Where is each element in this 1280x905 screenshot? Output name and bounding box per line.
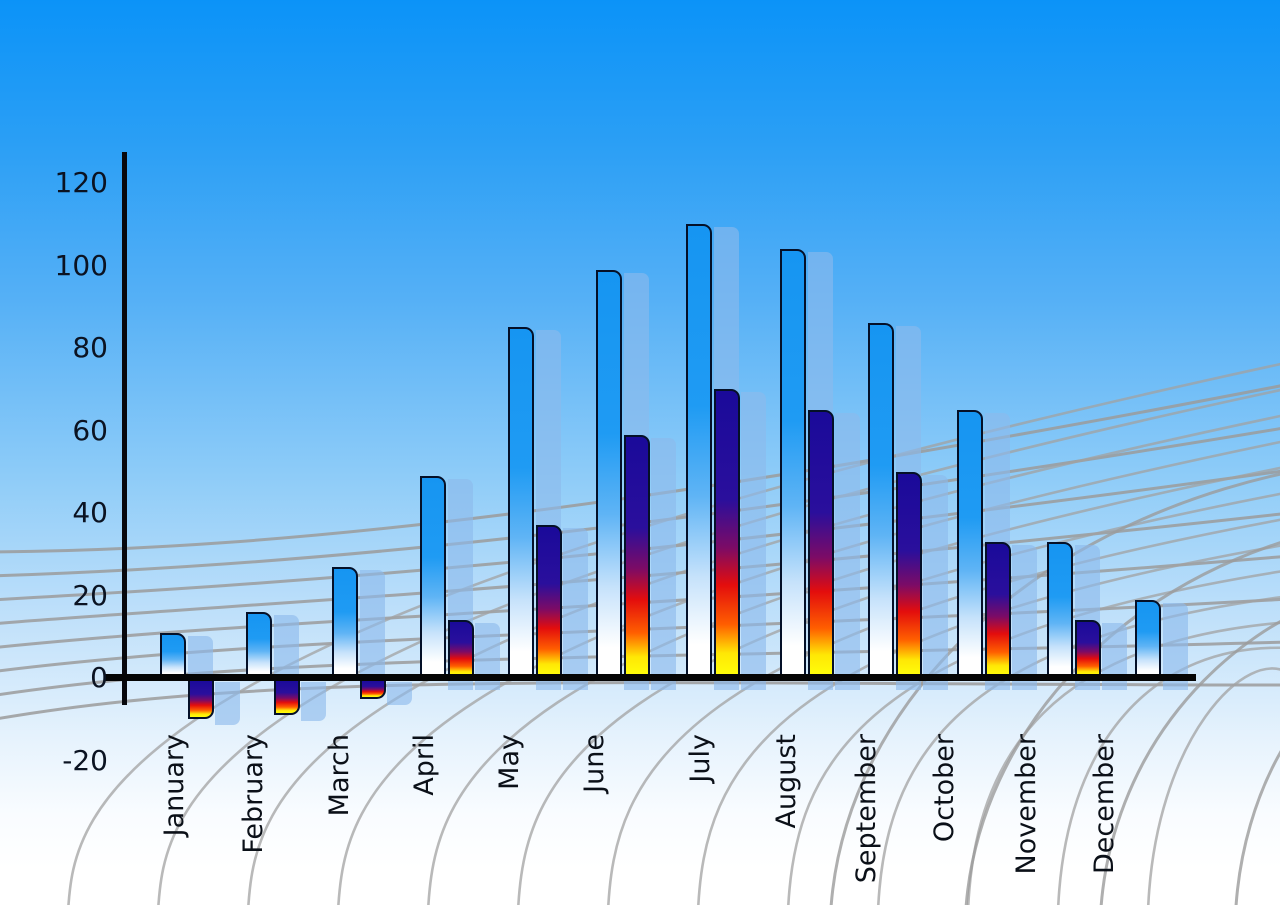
y-tick-label: 80 bbox=[72, 331, 108, 364]
month-label-text: January bbox=[159, 734, 190, 837]
bar-shadow bbox=[360, 569, 385, 690]
grid-curve bbox=[1234, 750, 1280, 905]
bar-secondary-march bbox=[360, 678, 386, 699]
month-label-text: December bbox=[1089, 734, 1120, 875]
bar-primary-march bbox=[332, 566, 358, 678]
bar-primary-november bbox=[1047, 541, 1073, 678]
bar-shadow bbox=[741, 392, 766, 690]
bar-shadow bbox=[1012, 544, 1037, 690]
month-label-text: April bbox=[409, 734, 440, 796]
bar-shadow bbox=[387, 682, 412, 705]
bar-primary-april bbox=[420, 475, 446, 678]
bar-secondary-october bbox=[985, 541, 1011, 678]
month-label-text: June bbox=[579, 734, 610, 793]
bar-secondary-june bbox=[624, 434, 650, 678]
y-tick-label: 100 bbox=[54, 248, 108, 282]
month-label-text: July bbox=[685, 734, 716, 783]
bar-shadow bbox=[835, 412, 860, 690]
bar-secondary-may bbox=[536, 525, 562, 678]
bar-primary-february bbox=[246, 612, 272, 678]
y-tick-label: 60 bbox=[72, 413, 108, 447]
bar-secondary-september bbox=[896, 471, 922, 678]
month-label-text: November bbox=[1011, 734, 1042, 875]
bar-secondary-january bbox=[188, 678, 214, 720]
grid-curve bbox=[1147, 667, 1280, 905]
y-tick-label: 40 bbox=[72, 496, 108, 529]
bar-primary-june bbox=[596, 269, 622, 678]
grid-curve bbox=[787, 570, 1280, 905]
bar-secondary-february bbox=[274, 678, 300, 716]
bar-shadow bbox=[651, 437, 676, 690]
month-label-text: October bbox=[929, 734, 960, 843]
bar-secondary-july bbox=[714, 389, 740, 678]
bar-primary-september bbox=[868, 323, 894, 678]
y-tick-label: 20 bbox=[72, 578, 108, 612]
y-axis-line bbox=[122, 152, 127, 705]
month-label-text: March bbox=[324, 734, 355, 817]
month-label-text: February bbox=[238, 734, 269, 854]
bar-primary-december bbox=[1135, 599, 1161, 678]
y-tick-label: 120 bbox=[54, 166, 108, 199]
x-axis-zero-line bbox=[104, 674, 1196, 681]
bar-shadow bbox=[215, 682, 240, 726]
month-label-text: September bbox=[851, 734, 882, 884]
month-label-text: August bbox=[771, 734, 802, 829]
bar-secondary-august bbox=[808, 409, 834, 678]
bar-primary-may bbox=[508, 327, 534, 678]
bar-shadow bbox=[923, 474, 948, 690]
bar-secondary-november bbox=[1075, 620, 1101, 678]
bar-primary-october bbox=[957, 409, 983, 678]
y-tick-label: -20 bbox=[62, 743, 108, 777]
bar-primary-january bbox=[160, 632, 186, 678]
bar-primary-august bbox=[780, 249, 806, 678]
grid-curve bbox=[1099, 620, 1280, 905]
month-label-text: May bbox=[494, 734, 525, 790]
bar-secondary-april bbox=[448, 620, 474, 678]
bar-primary-july bbox=[686, 224, 712, 678]
bar-shadow bbox=[301, 682, 326, 722]
y-tick-label: 0 bbox=[90, 661, 108, 694]
bar-shadow bbox=[563, 528, 588, 690]
